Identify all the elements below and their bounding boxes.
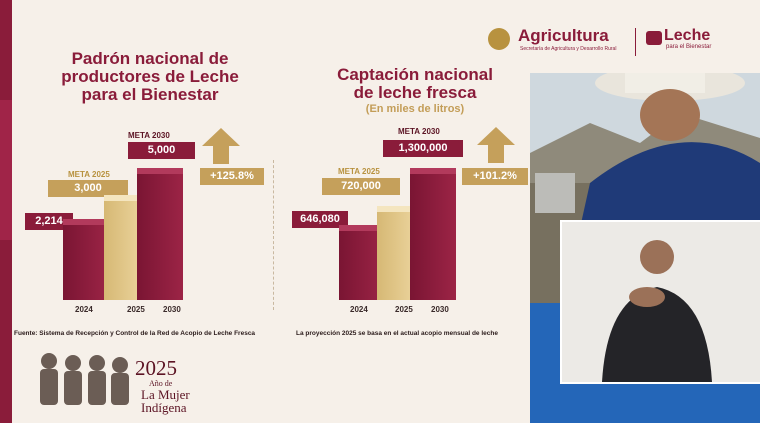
bar-top <box>104 195 150 203</box>
right-title-line1: Captación nacional <box>337 65 493 84</box>
right-2024-value: 646,080 <box>292 211 348 228</box>
left-meta2030-value: 5,000 <box>128 142 195 159</box>
bar-top <box>410 168 456 176</box>
left-percent-badge: +125.8% <box>200 168 264 185</box>
right-meta2030-value: 1,300,000 <box>383 140 463 157</box>
indigenous-women-illustration <box>40 353 129 405</box>
leche-logo-text: Leche <box>664 27 711 44</box>
bar-face <box>410 174 456 300</box>
right-year-2025: 2025 <box>395 305 413 314</box>
footer-mujer-indigena: Año de La Mujer Indígena <box>141 377 190 414</box>
right-year-2024: 2024 <box>350 305 368 314</box>
bar-top <box>63 219 109 227</box>
left-title-line3: para el Bienestar <box>81 85 219 104</box>
left-title-line2: productores de Leche <box>61 67 239 86</box>
right-title-line2: de leche fresca <box>353 83 477 102</box>
interpreter-photo <box>562 222 760 382</box>
footer-year: 2025 <box>135 356 177 380</box>
left-year-2025: 2025 <box>127 305 145 314</box>
bar-face <box>137 174 183 300</box>
chart-divider <box>273 160 274 310</box>
left-title-line1: Padrón nacional de <box>71 49 229 68</box>
agricultura-subtitle: Secretaría de Agricultura y Desarrollo R… <box>520 46 617 52</box>
bar-2030 <box>410 168 456 300</box>
left-meta2025-value: 3,000 <box>48 180 128 197</box>
sign-language-interpreter-feed <box>560 220 760 384</box>
logo-divider <box>635 28 636 56</box>
right-meta2030-label: META 2030 <box>398 127 440 136</box>
government-seal-icon <box>488 28 510 50</box>
leche-logo-subtitle: para el Bienestar <box>666 44 712 50</box>
left-meta2025-label: META 2025 <box>68 170 110 179</box>
bar-top <box>137 168 183 176</box>
header-logos: Agricultura Secretaría de Agricultura y … <box>488 24 748 64</box>
left-accent-band-highlight <box>0 100 12 240</box>
bar-2024 <box>63 219 109 300</box>
right-chart-title: Captación nacional de leche fresca <box>320 66 510 102</box>
bar-face <box>63 225 109 300</box>
right-arrow-up-icon <box>477 127 515 163</box>
footer-line1: Año de <box>149 379 173 388</box>
left-year-2024: 2024 <box>75 305 93 314</box>
left-arrow-up-icon <box>202 128 240 164</box>
footer-line2: La Mujer <box>141 387 190 402</box>
bar-2030 <box>137 168 183 300</box>
left-footnote: Fuente: Sistema de Recepción y Control d… <box>14 330 256 337</box>
left-year-2030: 2030 <box>163 305 181 314</box>
left-meta2030-label: META 2030 <box>128 131 170 140</box>
right-meta2025-value: 720,000 <box>322 178 400 195</box>
right-chart-subtitle: (En miles de litros) <box>365 103 465 115</box>
footer-line3: Indígena <box>141 400 187 415</box>
left-chart-title: Padrón nacional de productores de Leche … <box>40 50 260 104</box>
bar-top <box>377 206 423 214</box>
right-footnote: La proyección 2025 se basa en el actual … <box>296 330 498 337</box>
agricultura-logo-text: Agricultura <box>518 26 609 45</box>
bar-top <box>339 225 385 233</box>
right-year-2030: 2030 <box>431 305 449 314</box>
left-2024-value: 2,214 <box>25 213 73 230</box>
right-meta2025-label: META 2025 <box>338 167 380 176</box>
leche-logo-icon <box>646 31 662 45</box>
right-percent-badge: +101.2% <box>462 168 528 185</box>
